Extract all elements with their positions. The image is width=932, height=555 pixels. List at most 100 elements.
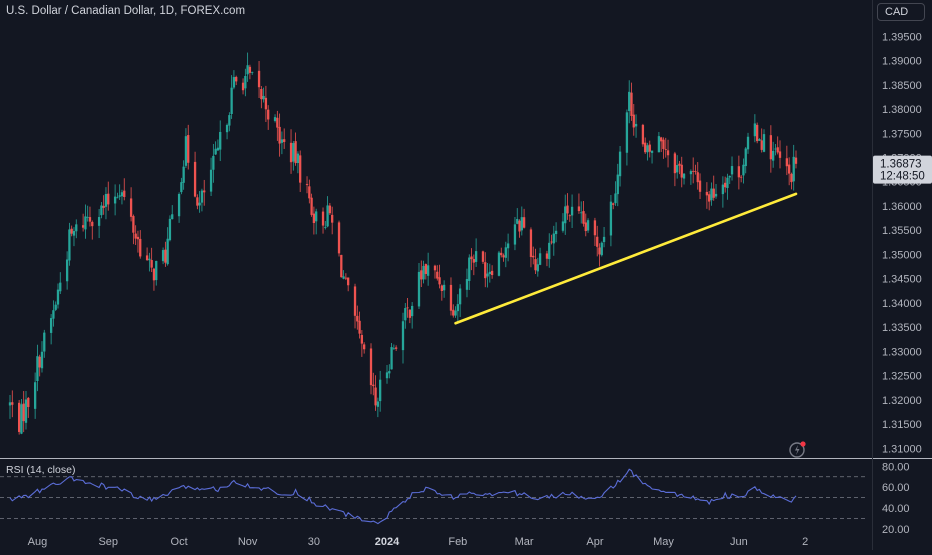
candle-body [710,188,713,201]
candle-body [401,321,405,351]
candle-body [417,271,421,307]
candle-body [577,206,581,212]
candle-body [187,135,190,163]
candle-body [116,197,119,199]
candle-body [758,139,761,141]
candle-body [506,243,510,249]
rsi-indicator-title[interactable]: RSI (14, close) [6,464,76,476]
candle-body [360,335,364,344]
candle-body [600,242,603,256]
candle-body [714,193,718,197]
candle-body [321,211,325,226]
candle-body [136,236,140,240]
time-axis-tick-label: Feb [448,536,467,548]
candle-body [394,347,398,349]
candle-body [536,264,539,272]
alert-lightning-icon[interactable] [788,439,808,459]
candle-body [20,404,23,434]
candle-body [68,229,71,261]
candle-body [374,387,377,406]
candle-body [490,270,494,276]
candle-body [84,216,87,230]
candle-body [545,253,549,259]
candle-body [123,190,126,197]
price-axis-tick-label: 1.39500 [882,31,922,43]
price-axis-tick-label: 1.38500 [882,80,922,92]
candle-body [241,82,245,91]
candle-body [392,348,396,350]
candle-body [8,402,12,406]
candle-body [760,140,763,150]
candle-body [139,238,142,257]
candle-body [472,259,475,263]
candle-body [468,257,471,281]
candle-body [276,117,279,128]
candle-body [228,115,231,126]
candle-body [474,251,478,262]
candle-body [538,253,542,265]
candle-body [484,262,487,279]
candle-body [698,180,702,192]
candle-body [337,222,341,254]
candle-body [264,97,268,110]
candle-body [257,70,261,88]
candle-body [390,347,393,370]
candle-body [196,197,199,206]
candle-body [596,236,599,247]
candle-body [746,136,750,150]
candle-body [340,254,343,278]
candle-body [696,172,699,183]
candle-body [344,277,348,279]
candle-body [433,265,437,271]
candle-body [742,164,745,176]
currency-button[interactable]: CAD [877,3,925,21]
bar-countdown: 12:48:50 [880,171,925,183]
candle-body [660,137,663,142]
candle-body [497,252,501,276]
candle-body [678,163,681,166]
candle-body [177,193,181,217]
candle-body [513,224,517,245]
candle-body [97,217,101,226]
candle-body [726,177,729,189]
candle-body [676,165,679,173]
candle-body [312,213,316,224]
candle-body [200,190,204,203]
candle-body [43,332,46,352]
candle-body [564,206,567,224]
candle-body [148,258,151,261]
candle-body [424,264,427,274]
candle-body [166,238,169,265]
candle-body [420,270,423,280]
candle-body [180,182,183,193]
candle-body [171,214,174,220]
candle-body [449,284,453,311]
candle-body [308,186,311,199]
price-axis-tick-label: 1.33000 [882,346,922,358]
candle-body [554,230,558,235]
candle-body [246,65,249,75]
candle-body [376,401,380,407]
candle-body [251,71,254,73]
time-axis-tick-label: Nov [238,536,258,548]
candle-body [363,344,366,350]
candle-body [442,284,446,291]
candle-body [518,220,521,232]
candle-body [650,150,654,153]
candle-body [310,197,313,215]
candle-body [787,164,791,174]
candle-body [54,304,57,310]
candle-body [56,289,60,305]
candle-body [280,139,284,143]
candle-body [408,309,412,318]
candle-body [438,277,441,285]
candle-body [235,76,238,82]
candle-body [616,174,619,195]
trendline[interactable] [454,192,798,325]
candle-body [91,221,94,227]
candle-body [72,231,76,236]
time-axis-tick-label: 30 [308,536,320,548]
candle-body [502,255,505,258]
